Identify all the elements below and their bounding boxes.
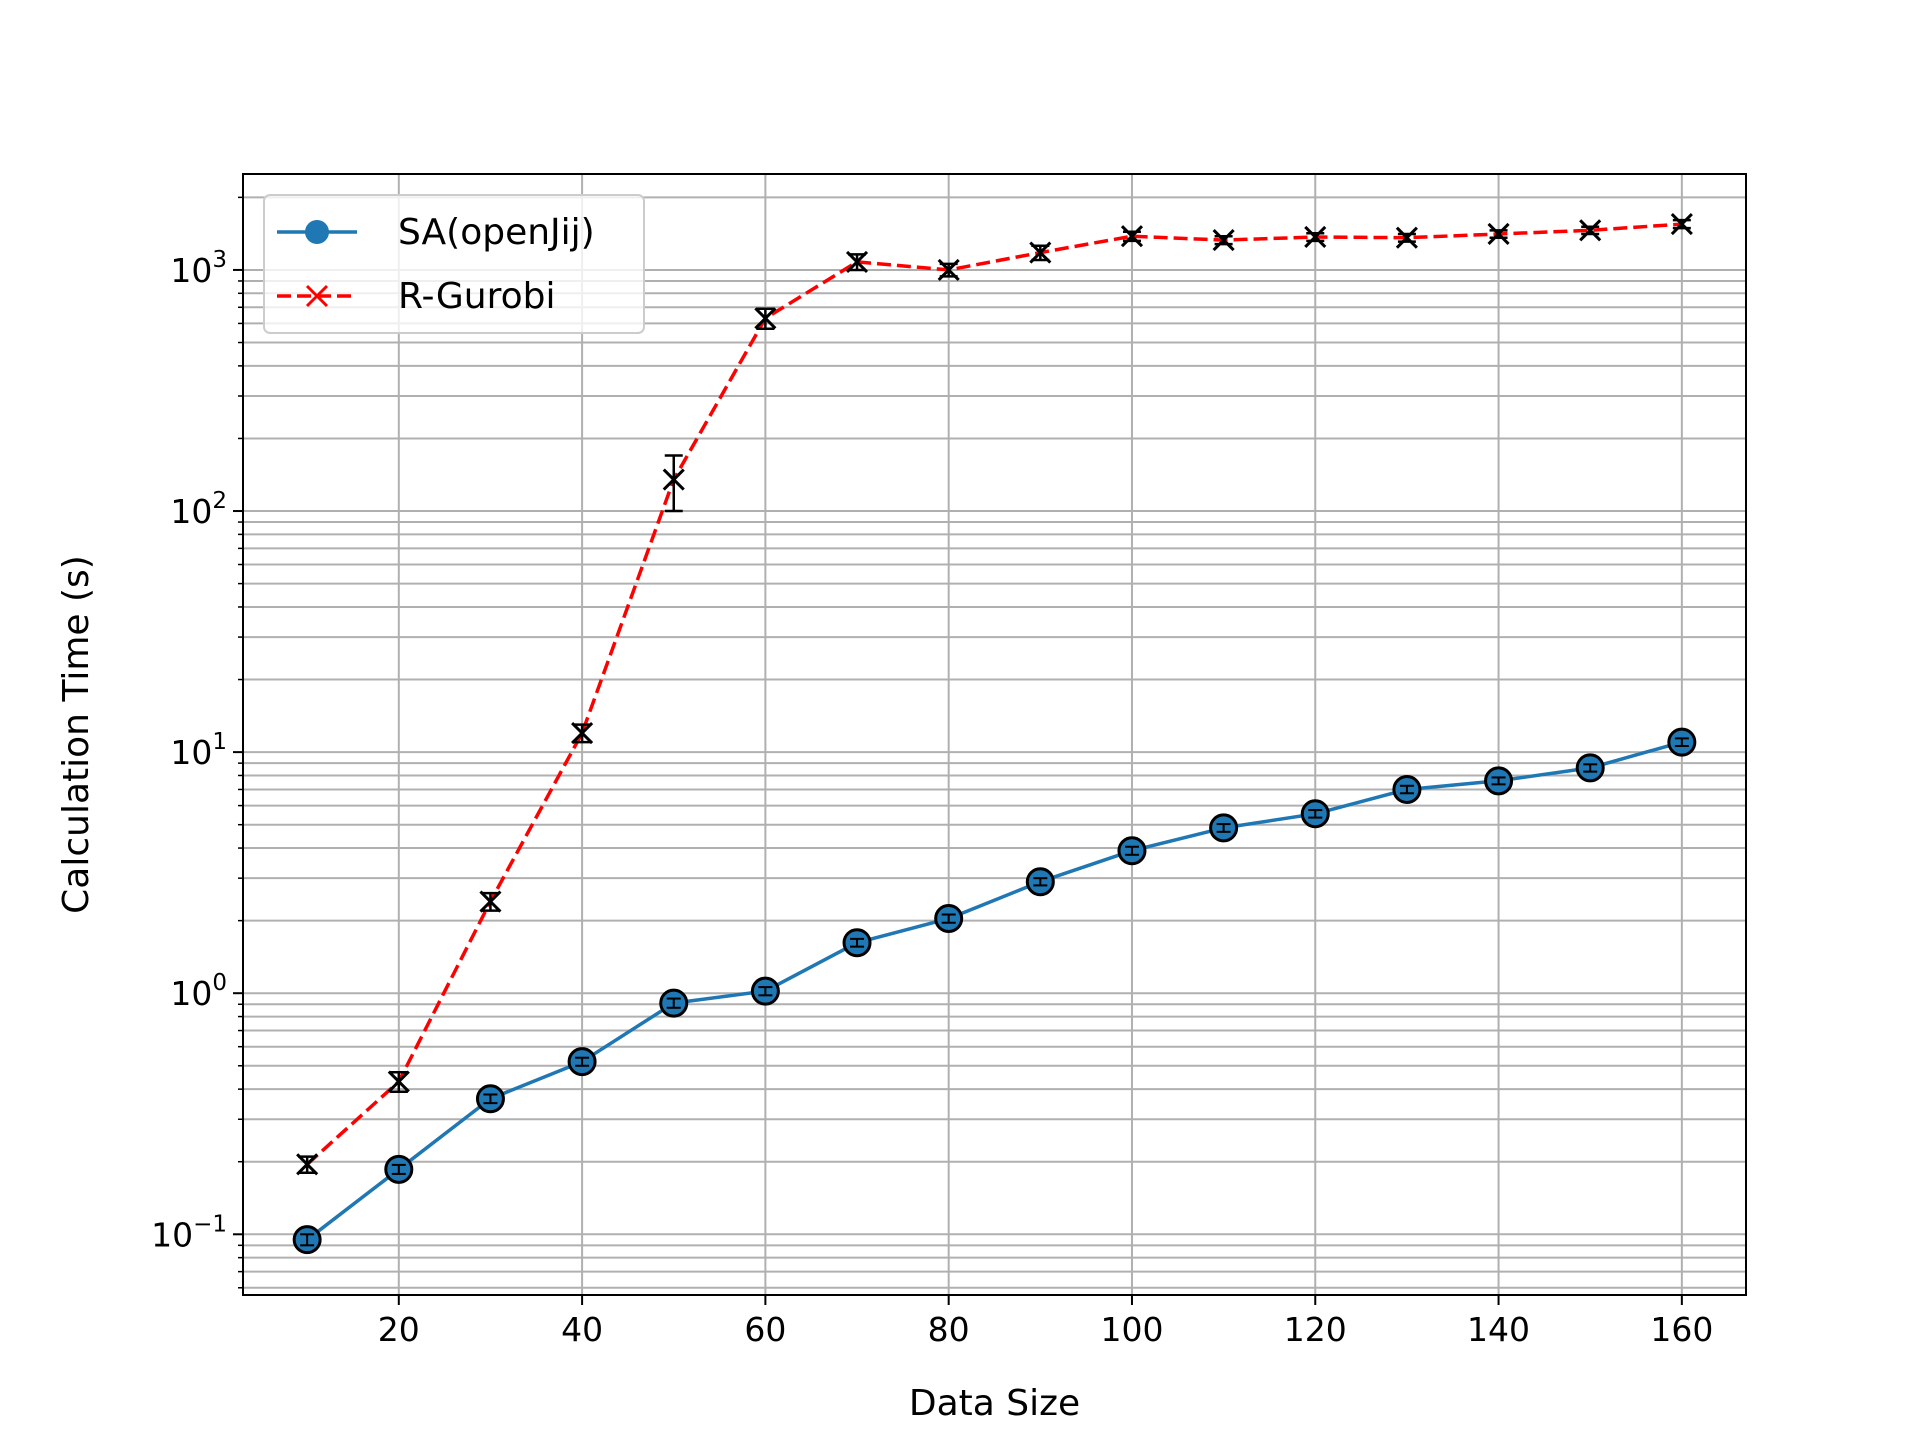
x-tick-label: 80 — [928, 1310, 970, 1349]
y-tick-label: 100 — [170, 970, 227, 1013]
series-line — [306, 740, 1683, 1242]
error-bar — [1214, 234, 1233, 246]
grid — [243, 174, 1746, 1295]
error-bar — [756, 307, 775, 331]
error-bar — [1033, 877, 1048, 887]
error-bar — [1674, 737, 1689, 748]
error-bar — [1031, 244, 1050, 262]
error-bar — [1124, 845, 1139, 856]
x-tick-label: 40 — [561, 1310, 603, 1349]
error-bar — [664, 454, 683, 513]
error-bar — [941, 913, 956, 924]
x-tick-label: 160 — [1650, 1310, 1713, 1349]
legend: SA(openJij) R-Gurobi — [263, 194, 645, 334]
error-bar — [1672, 218, 1691, 230]
x-tick-label: 120 — [1284, 1310, 1347, 1349]
legend-entry: R-Gurobi — [277, 276, 555, 317]
legend-marker — [305, 220, 329, 244]
error-bar — [1491, 776, 1506, 786]
error-bar — [1306, 231, 1325, 243]
y-tick-label: 102 — [170, 488, 227, 531]
x-tick-label: 140 — [1467, 1310, 1530, 1349]
legend-label: SA(openJij) — [398, 212, 595, 253]
y-tick-label: 10−1 — [151, 1211, 227, 1254]
error-bar — [939, 262, 958, 278]
y-axis-title: Calculation Time (s) — [56, 555, 97, 914]
series-r-gurobi — [296, 212, 1693, 1176]
legend-box — [263, 194, 645, 334]
y-tick-label: 101 — [170, 729, 227, 772]
error-bar — [1122, 230, 1141, 243]
legend-marker — [305, 284, 329, 308]
error-bar — [848, 253, 867, 272]
error-bar — [850, 937, 865, 948]
x-tick-label: 20 — [378, 1310, 420, 1349]
series-area — [292, 212, 1697, 1255]
series-line — [306, 222, 1682, 1166]
error-bar — [389, 1071, 408, 1094]
y-tick-label: 103 — [170, 247, 227, 290]
error-bar — [758, 986, 773, 997]
error-bar — [481, 891, 500, 912]
axes: 20 40 60 80 100 120 140 160 10−1 100 101 102 103 — [151, 196, 1713, 1349]
plot-frame — [242, 173, 1747, 1296]
error-bar — [298, 1155, 317, 1174]
error-bar — [1308, 809, 1323, 819]
error-bar — [391, 1163, 406, 1175]
error-bar — [1489, 229, 1508, 239]
x-tick-label: 100 — [1100, 1310, 1163, 1349]
error-bar — [483, 1093, 498, 1105]
error-bar — [573, 723, 592, 744]
error-bar — [1581, 225, 1600, 236]
error-bar — [1397, 232, 1416, 243]
error-bar — [666, 997, 681, 1009]
error-bar — [1399, 784, 1414, 795]
error-bar — [1583, 763, 1598, 773]
legend-label: R-Gurobi — [398, 276, 555, 317]
x-axis-title: Data Size — [909, 1383, 1080, 1424]
x-tick-label: 60 — [744, 1310, 786, 1349]
series-sa-openjij — [292, 727, 1697, 1255]
error-bar — [1216, 823, 1231, 833]
error-bar — [300, 1233, 315, 1247]
error-bar — [575, 1056, 590, 1067]
legend-entries: SA(openJij) R-Gurobi — [277, 212, 595, 317]
legend-entry: SA(openJij) — [277, 212, 595, 253]
